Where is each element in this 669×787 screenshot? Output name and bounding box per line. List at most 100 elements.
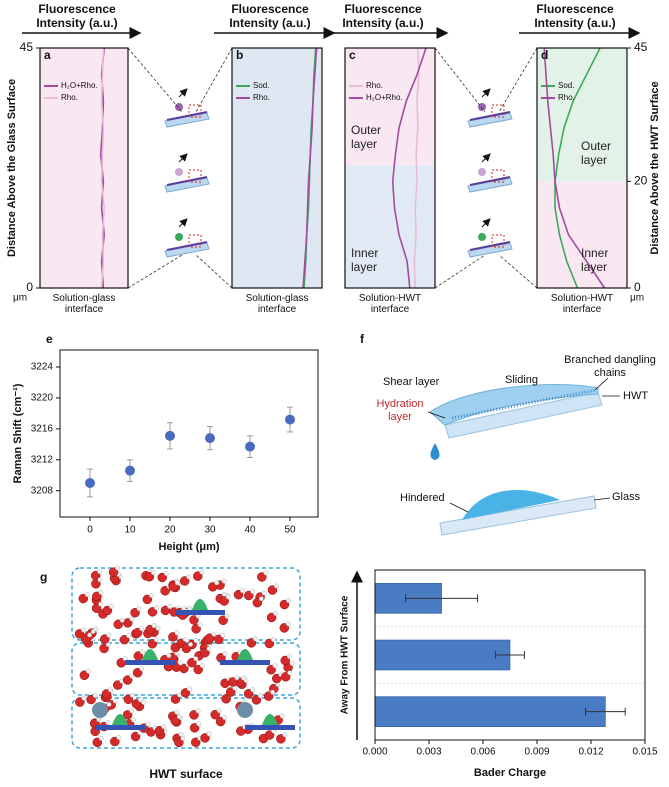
atom-oxygen (131, 699, 142, 709)
atom-oxygen (119, 634, 130, 645)
atom-hydrogen (92, 693, 98, 698)
y-tick-label: 0 (26, 280, 33, 294)
atom-hydrogen (163, 571, 169, 576)
legend-label: H₂O+Rho. (366, 93, 403, 102)
atom-oxygen (266, 665, 276, 675)
atom-oxygen (179, 576, 190, 586)
region-label: Outer layer (351, 123, 382, 152)
atom-hydrogen (139, 666, 145, 672)
zoom-line (127, 47, 183, 113)
x-axis-label: Solution-HWT interface (358, 293, 422, 315)
atom-oxygen (187, 657, 197, 668)
y-tick-label: 3224 (31, 362, 54, 373)
atom-hydrogen (98, 601, 104, 607)
zoom-line (498, 254, 538, 289)
zoom-line (498, 47, 538, 113)
atom-hydrogen (131, 717, 136, 723)
schematic-arrow (481, 218, 491, 228)
density-peak (142, 649, 158, 660)
atom-oxygen (257, 572, 267, 582)
legend-label: H₂O+Rho. (61, 81, 98, 90)
atom-hydrogen (250, 687, 256, 693)
x-tick-label: 0 (87, 525, 93, 536)
atom-oxygen (92, 591, 102, 602)
atom-hydrogen (258, 693, 263, 699)
atom-hydrogen (180, 735, 186, 741)
atom-oxygen (142, 594, 153, 605)
atom-oxygen (228, 677, 238, 687)
atom-oxygen (280, 672, 291, 682)
atom-oxygen (123, 694, 134, 705)
pointer (594, 377, 609, 391)
plot-frame (344, 47, 436, 289)
atom-oxygen (200, 647, 210, 658)
atom-hydrogen (174, 709, 180, 715)
atom-hydrogen (97, 569, 103, 575)
frame (71, 567, 301, 641)
atom-oxygen (160, 605, 171, 616)
schematic-zoom (491, 234, 505, 248)
atom-hydrogen (136, 606, 142, 612)
dangling-chains (451, 388, 597, 420)
y-unit: μm (13, 293, 27, 304)
atom-hydrogen (279, 713, 285, 719)
atom-oxygen (193, 664, 203, 675)
atom-hydrogen (199, 569, 205, 575)
x-tick-label: 30 (204, 525, 216, 536)
atom-hydrogen (151, 570, 156, 576)
plot-frame (536, 47, 628, 289)
atom-hydrogen (105, 720, 111, 726)
axis-header: Fluorescence Intensity (a.u.) (342, 2, 424, 30)
atom-oxygen (181, 643, 192, 654)
atom-hydrogen (224, 613, 230, 619)
axis-header: Fluorescence Intensity (a.u.) (36, 2, 118, 30)
atom-hydrogen (178, 660, 183, 666)
atom-hydrogen (174, 630, 180, 636)
atom-oxygen (80, 634, 91, 644)
atom-hydrogen (221, 578, 227, 584)
schematic-zoom (188, 169, 202, 183)
density-peak (112, 714, 128, 725)
x-tick-label: 0.003 (416, 747, 441, 758)
x-tick-label: 50 (284, 525, 296, 536)
atom-oxygen (170, 715, 180, 726)
atom-hydrogen (287, 670, 293, 676)
plot-background (40, 48, 128, 288)
atom-hydrogen (263, 570, 269, 576)
x-tick-label: 40 (244, 525, 256, 536)
atom-oxygen (244, 590, 254, 601)
atom-oxygen (122, 618, 133, 628)
atom-oxygen (154, 725, 165, 736)
atom-hydrogen (188, 641, 193, 647)
atom-hydrogen (108, 604, 114, 609)
atom-hydrogen (197, 622, 203, 628)
panel-letter: g (40, 570, 47, 584)
atom-hydrogen (187, 686, 192, 692)
atom-hydrogen (261, 590, 267, 596)
y-axis-label: Distance Above the HWT Surface (649, 81, 661, 254)
surface-slab (175, 610, 225, 615)
atom-oxygen (252, 597, 263, 608)
profile-line (413, 47, 420, 289)
y-tick-label: 45 (634, 40, 648, 54)
legend-label: Rho. (61, 93, 78, 102)
x-tick-label: 0.006 (470, 747, 495, 758)
atom-oxygen (99, 643, 109, 654)
atom-oxygen (200, 733, 210, 743)
atom-hydrogen (196, 721, 202, 727)
panel-letter: d (541, 48, 548, 62)
atom-hydrogen (199, 663, 205, 668)
atom-oxygen (279, 623, 290, 633)
panel-letter: a (44, 48, 51, 62)
region-label: Inner layer (581, 246, 609, 274)
atom-oxygen (263, 691, 274, 701)
schematic-film (166, 241, 208, 251)
zoom-line (127, 254, 183, 289)
legend-label: Sod. (558, 81, 574, 90)
atom-hydrogen (234, 675, 240, 681)
atom-oxygen (79, 670, 90, 681)
schematic-arrow (178, 218, 188, 228)
x-tick-label: 20 (164, 525, 176, 536)
atom-hydrogen (84, 592, 90, 597)
